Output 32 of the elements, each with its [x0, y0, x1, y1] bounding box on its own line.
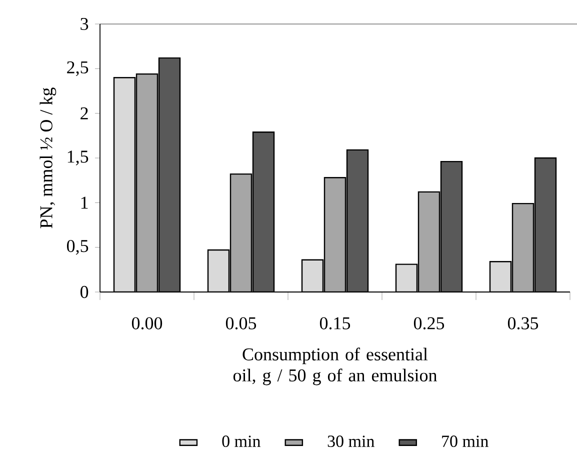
legend-label: 70 min — [442, 436, 488, 448]
y-tick-label: 3 — [80, 18, 88, 30]
bar — [534, 157, 557, 292]
bar — [301, 259, 324, 292]
x-tick-label: 0.00 — [132, 317, 162, 330]
x-tick-label: 0.15 — [320, 317, 350, 330]
x-tick-label: 0.05 — [226, 317, 256, 330]
x-tick-label: 0.35 — [508, 317, 538, 330]
bar — [395, 264, 418, 292]
legend-label: 30 min — [328, 436, 374, 448]
bar — [324, 177, 346, 292]
x-tick-label: 0.25 — [414, 317, 444, 330]
y-tick-label: 0 — [80, 286, 88, 298]
legend-label: 0 min — [222, 436, 261, 448]
y-tick-label: 2 — [80, 107, 88, 120]
bar — [158, 57, 181, 292]
bar — [418, 191, 440, 292]
bar — [252, 132, 275, 292]
x-axis-title: Consumption of essential oil, g / 50 g of an emulsion — [233, 348, 437, 386]
y-tick-label: 0,5 — [66, 240, 88, 255]
bar — [489, 261, 512, 292]
bar — [512, 202, 534, 292]
bar — [207, 249, 230, 292]
bar — [440, 160, 463, 292]
bar — [346, 149, 369, 292]
y-tick-label: 1 — [81, 196, 88, 209]
y-tick-label: 2,5 — [67, 61, 88, 76]
y-tick-label: 1,5 — [68, 150, 88, 166]
bar — [113, 77, 136, 292]
bar — [230, 173, 252, 292]
y-axis-title: PN, mmol ½ O / kg — [40, 88, 56, 228]
bar — [136, 73, 158, 292]
